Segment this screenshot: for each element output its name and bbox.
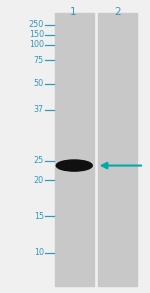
- Text: 20: 20: [34, 176, 44, 185]
- Text: 75: 75: [34, 56, 44, 64]
- Text: 150: 150: [29, 30, 44, 39]
- Text: 37: 37: [34, 105, 44, 114]
- Bar: [98, 13, 137, 286]
- Text: 2: 2: [114, 7, 121, 17]
- Text: 250: 250: [29, 21, 44, 29]
- Text: 50: 50: [34, 79, 44, 88]
- Text: 25: 25: [34, 156, 44, 165]
- Bar: [55, 13, 94, 286]
- Text: 10: 10: [34, 248, 44, 257]
- Ellipse shape: [56, 160, 92, 171]
- Text: 15: 15: [34, 212, 44, 221]
- Text: 1: 1: [70, 7, 77, 17]
- Text: 100: 100: [29, 40, 44, 49]
